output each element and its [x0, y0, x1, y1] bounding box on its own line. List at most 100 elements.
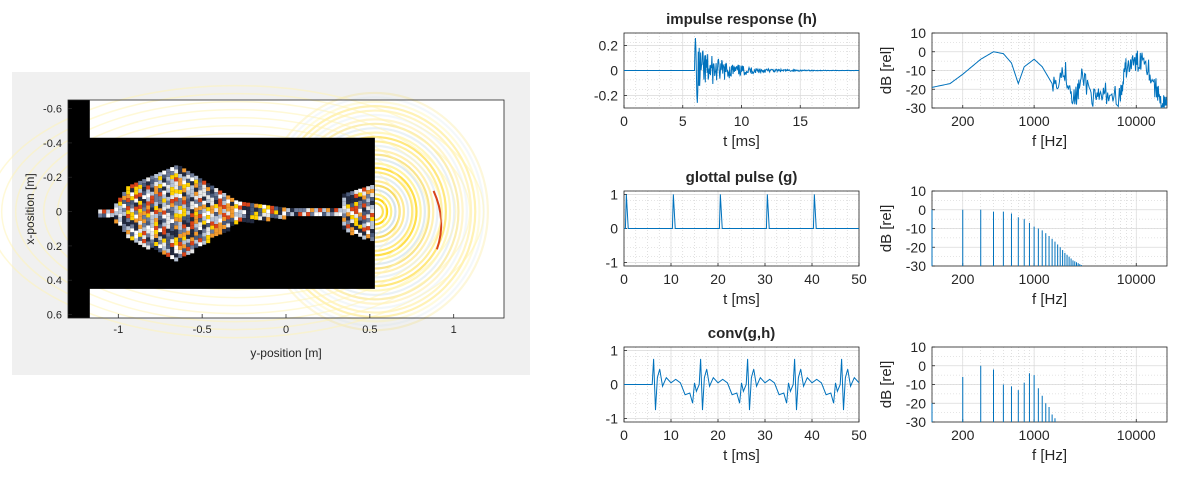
tract-cell	[134, 214, 139, 219]
tract-cell	[198, 242, 203, 247]
tract-cell	[358, 212, 363, 217]
x-tick-label: -0.5	[193, 324, 212, 336]
tract-cell	[134, 230, 139, 235]
tract-cell	[126, 222, 131, 227]
tract-cell	[370, 229, 375, 234]
tract-cell	[210, 205, 215, 210]
tract-cell	[170, 187, 175, 192]
y-axis-label: dB [rel]	[878, 205, 895, 253]
tract-cell	[174, 177, 179, 182]
tract-cell	[230, 217, 235, 222]
tract-cell	[186, 234, 191, 239]
tract-cell	[154, 218, 159, 223]
tract-cell	[222, 212, 227, 217]
tract-cell	[194, 215, 199, 220]
tract-cell	[142, 215, 147, 220]
tract-cell	[150, 231, 155, 236]
tract-cell	[206, 203, 211, 208]
tract-cell	[246, 210, 251, 215]
tract-cell	[290, 208, 295, 213]
tract-cell	[134, 218, 139, 223]
tract-cell	[182, 172, 187, 177]
tract-cell	[162, 170, 167, 175]
tract-cell	[146, 241, 151, 246]
tract-cell	[362, 231, 367, 236]
tract-cell	[174, 249, 179, 254]
tract-cell	[330, 208, 335, 213]
x-tick-label: 200	[951, 113, 975, 129]
tract-cell	[362, 219, 367, 224]
tract-cell	[154, 222, 159, 227]
tract-cell	[222, 224, 227, 229]
tract-cell	[134, 198, 139, 203]
field-ring	[14, 100, 457, 323]
tract-cell	[122, 219, 127, 224]
tract-cell	[186, 170, 191, 175]
x-tick-label: 10	[734, 113, 750, 129]
y-tick-label: 1	[610, 342, 618, 358]
tract-cell	[170, 211, 175, 216]
tract-cell	[342, 205, 347, 210]
field-image	[0, 84, 489, 339]
tract-cell	[226, 211, 231, 216]
tract-cell	[250, 215, 255, 220]
tract-cell	[274, 214, 279, 219]
tract-cell	[226, 203, 231, 208]
tract-cell	[246, 202, 251, 207]
y-tick-label: -30	[906, 414, 926, 430]
tract-cell	[358, 224, 363, 229]
tract-cell	[370, 237, 375, 242]
tract-cell	[158, 180, 163, 185]
tract-cell	[158, 200, 163, 205]
tract-cell	[118, 209, 123, 214]
tract-cell	[198, 210, 203, 215]
tract-cell	[134, 202, 139, 207]
tract-cell	[210, 201, 215, 206]
tract-cell	[222, 204, 227, 209]
tract-cell	[154, 226, 159, 231]
tract-cell	[194, 195, 199, 200]
tract-cell	[178, 197, 183, 202]
tract-cell	[138, 196, 143, 201]
field-ring	[42, 116, 429, 307]
x-tick-label: 10000	[1117, 271, 1156, 287]
x-axis-label: f [Hz]	[1032, 133, 1067, 150]
tract-cell	[166, 208, 171, 213]
tract-cell	[362, 207, 367, 212]
tract-cell	[126, 218, 131, 223]
tract-cell	[178, 253, 183, 258]
tract-cell	[226, 219, 231, 224]
tract-cell	[166, 236, 171, 241]
tract-cell	[342, 225, 347, 230]
tract-cell	[194, 191, 199, 196]
tract-cell	[162, 178, 167, 183]
tract-cell	[130, 228, 135, 233]
y-tick-label: 0	[918, 202, 926, 218]
tract-cell	[166, 192, 171, 197]
tract-cell	[174, 253, 179, 258]
tract-cell	[362, 187, 367, 192]
tract-cell	[206, 235, 211, 240]
x-ticks: -1 -0.5 0 0.5 1	[113, 314, 457, 336]
tract-cell	[254, 203, 259, 208]
tract-cell	[202, 224, 207, 229]
tract-cell	[322, 208, 327, 213]
tract-cell	[190, 205, 195, 210]
tract-cell	[146, 197, 151, 202]
tract-cell	[218, 210, 223, 215]
tract-cell	[238, 209, 243, 214]
tract-cell	[142, 179, 147, 184]
x-tick-label: 15	[792, 113, 808, 129]
tract-cell	[214, 212, 219, 217]
tract-cell	[162, 230, 167, 235]
tract-cell	[154, 202, 159, 207]
tract-cell	[138, 220, 143, 225]
tract-cell	[114, 215, 119, 220]
tract-cell	[262, 216, 267, 221]
x-tick-label: 50	[851, 427, 867, 443]
tract-cell	[114, 203, 119, 208]
tract-cell	[214, 232, 219, 237]
tract-cell	[354, 213, 359, 218]
tract-cell	[218, 190, 223, 195]
tract-cell	[142, 223, 147, 228]
